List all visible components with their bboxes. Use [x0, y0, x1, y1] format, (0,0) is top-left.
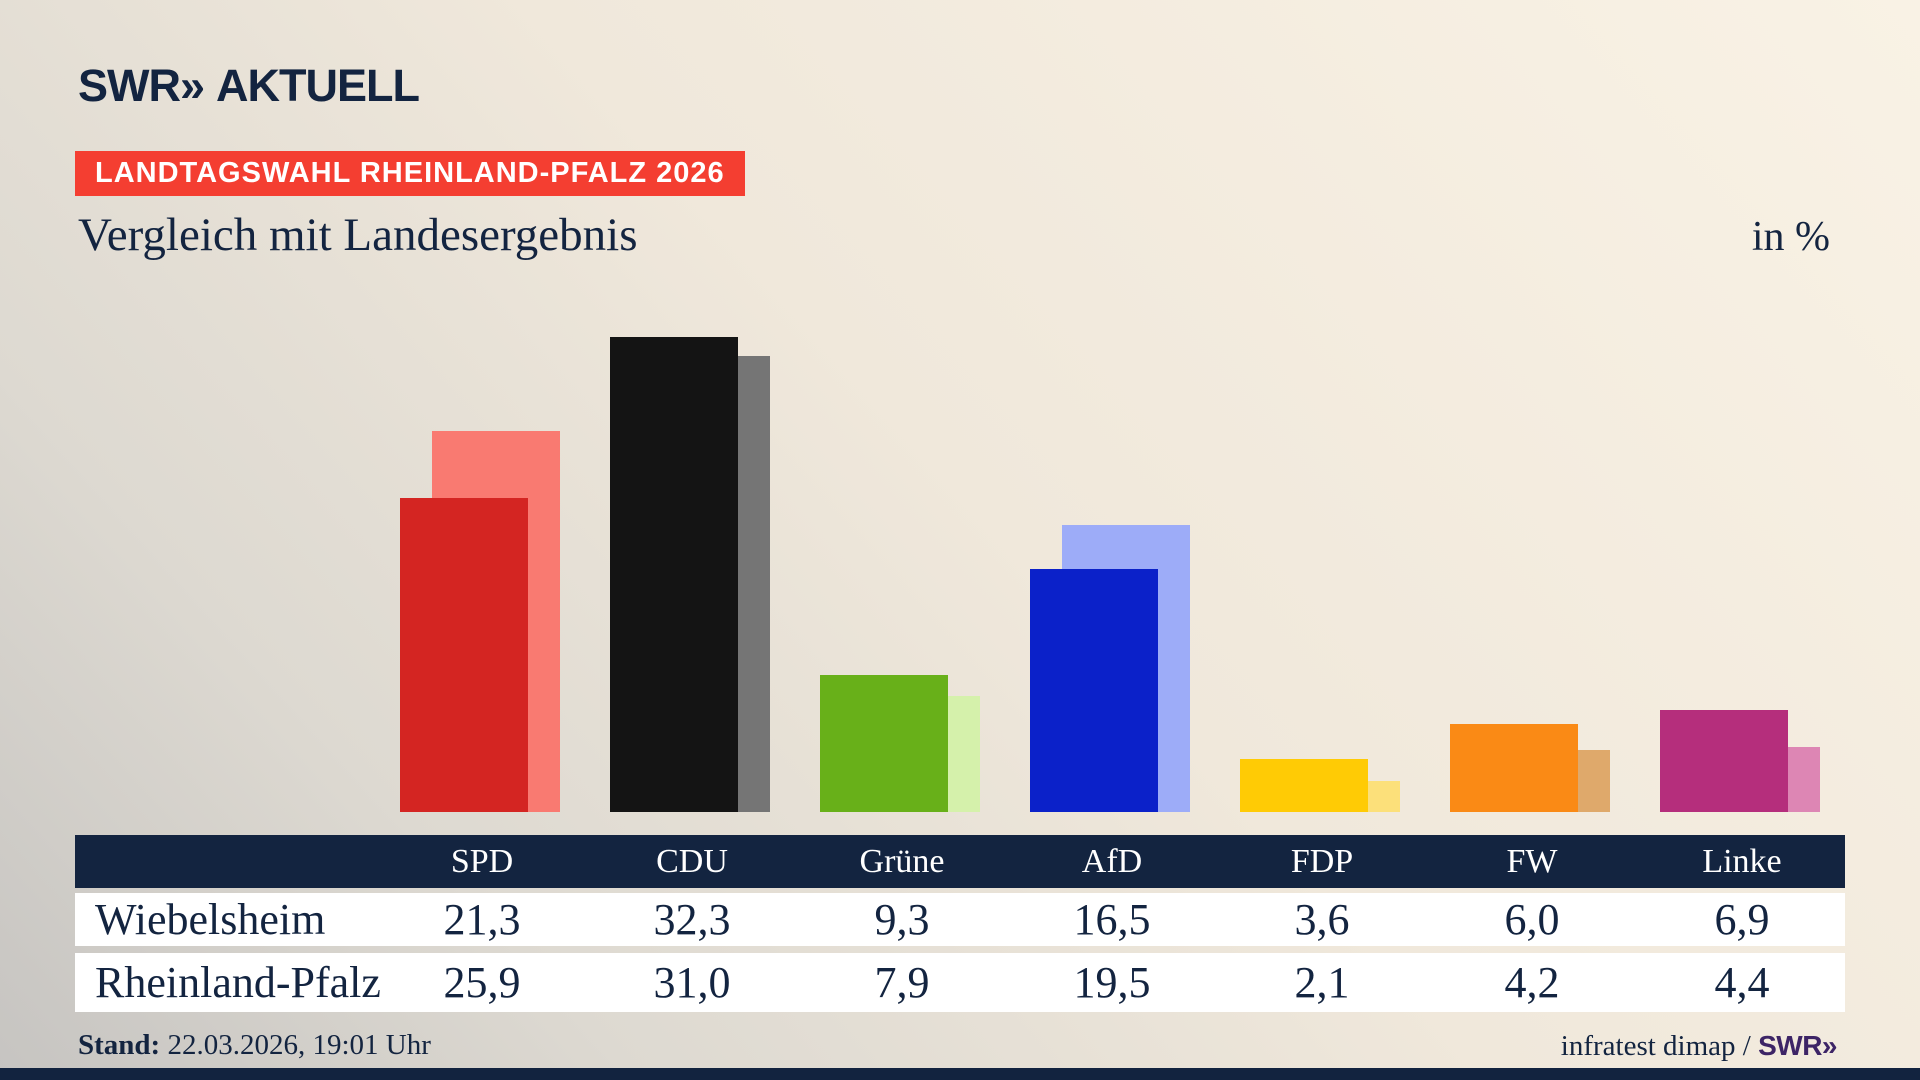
bar-grüne-wiebelsheim [820, 675, 948, 812]
table-row: Wiebelsheim 21,3 32,3 9,3 16,5 3,6 6,0 6,9 [75, 893, 1845, 946]
value-cell-rheinland-pfalz-spd: 25,9 [443, 958, 521, 1007]
source-text: infratest dimap / [1560, 1030, 1759, 1062]
bottom-navy-bar [0, 1068, 1920, 1080]
column-header-linke: Linke [1702, 843, 1782, 880]
bar-afd-wiebelsheim [1030, 569, 1158, 812]
swr-aktuell-logo: SWR» AKTUELL [78, 60, 420, 112]
value-cell-rheinland-pfalz-grüne: 7,9 [874, 958, 930, 1007]
table-header-row: SPD CDU Grüne AfD FDP FW Linke [75, 835, 1845, 888]
value-cell-wiebelsheim-grüne: 9,3 [874, 895, 930, 944]
source-credit: infratest dimap / SWR» [1560, 1030, 1838, 1063]
swr-logo-text: SWR» [78, 60, 205, 111]
value-cell-wiebelsheim-linke: 6,9 [1714, 895, 1770, 944]
unit-label: in % [1751, 214, 1830, 260]
aktuell-logo-text: AKTUELL [216, 60, 420, 111]
bar-fdp-wiebelsheim [1240, 759, 1368, 812]
table-row: Rheinland-Pfalz 25,9 31,0 7,9 19,5 2,1 4,2 4,4 [75, 953, 1845, 1012]
value-cell-rheinland-pfalz-afd: 19,5 [1073, 958, 1151, 1007]
eyebrow-badge: LANDTAGSWAHL RHEINLAND-PFALZ 2026 [75, 151, 745, 196]
value-cell-wiebelsheim-afd: 16,5 [1073, 895, 1151, 944]
column-header-spd: SPD [450, 843, 514, 880]
chart-title: Vergleich mit Landesergebnis [78, 209, 638, 261]
value-cell-wiebelsheim-cdu: 32,3 [653, 895, 731, 944]
column-header-grüne: Grüne [859, 843, 945, 880]
column-header-fdp: FDP [1290, 843, 1354, 880]
value-cell-wiebelsheim-fw: 6,0 [1504, 895, 1560, 944]
swr-source-logo: SWR» [1758, 1030, 1837, 1061]
column-header-afd: AfD [1081, 843, 1143, 880]
row-label-wiebelsheim: Wiebelsheim [95, 895, 326, 944]
badge-label: LANDTAGSWAHL RHEINLAND-PFALZ 2026 [95, 157, 725, 189]
value-cell-rheinland-pfalz-linke: 4,4 [1714, 958, 1770, 1007]
timestamp: Stand: 22.03.2026, 19:01 Uhr [78, 1029, 431, 1062]
bar-cdu-wiebelsheim [610, 337, 738, 812]
stand-label: Stand: [78, 1029, 161, 1061]
column-header-fw: FW [1506, 843, 1558, 880]
value-cell-wiebelsheim-fdp: 3,6 [1294, 895, 1350, 944]
bar-fw-wiebelsheim [1450, 724, 1578, 812]
bar-spd-wiebelsheim [400, 498, 528, 812]
value-cell-wiebelsheim-spd: 21,3 [443, 895, 521, 944]
stand-value: 22.03.2026, 19:01 Uhr [160, 1029, 431, 1061]
bar-linke-wiebelsheim [1660, 710, 1788, 812]
row-label-rheinland-pfalz: Rheinland-Pfalz [95, 958, 381, 1007]
value-cell-rheinland-pfalz-fw: 4,2 [1504, 958, 1560, 1007]
value-cell-rheinland-pfalz-fdp: 2,1 [1294, 958, 1350, 1007]
value-cell-rheinland-pfalz-cdu: 31,0 [653, 958, 731, 1007]
column-header-cdu: CDU [656, 843, 728, 880]
